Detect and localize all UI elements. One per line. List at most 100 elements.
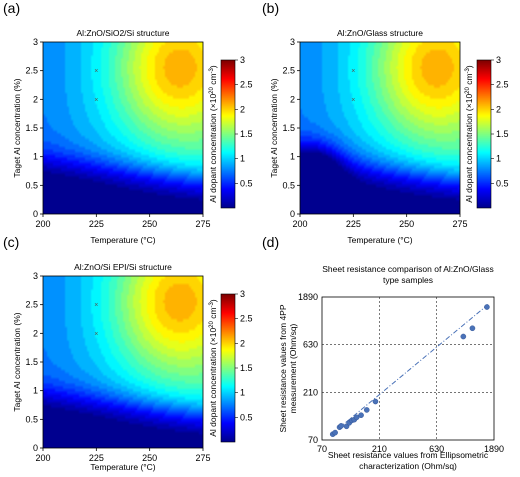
- x-tick-label: 225: [346, 219, 361, 229]
- x-axis-label: Sheet resistance values from Ellipsometr…: [328, 450, 489, 460]
- y-tick-label: 0.5: [25, 180, 38, 190]
- data-point: [363, 407, 370, 413]
- panel-label: (c): [3, 234, 19, 250]
- y-tick-label: 630: [303, 340, 318, 350]
- x-tick-label: 225: [89, 219, 104, 229]
- panel-label: (a): [3, 0, 20, 16]
- heatmap-panel: × × 200 225 250 275 0 0.5 1 1.5 2 2.5 3 Al:ZnO/Glass …: [269, 28, 509, 245]
- y-tick-label: 1.5: [25, 123, 38, 133]
- colorbar: [477, 60, 491, 208]
- colorbar-tick-label: 1: [496, 154, 501, 164]
- data-point: [353, 414, 360, 421]
- heatmap-panel: × × 200 225 250 275 0 0.5 1 1.5 2 2.5 3 Al:ZnO/Si EPI…: [12, 262, 253, 472]
- colorbar-tick-label: 1: [240, 154, 245, 164]
- y-tick-label: 1.5: [25, 357, 38, 367]
- colorbar-label: Al dopant concentration (×1020 cm-3): [208, 65, 218, 203]
- colorbar-tick-label: 2: [240, 104, 245, 114]
- y-tick-label: 0.5: [282, 180, 295, 190]
- colorbar-label: Al dopant concentration (×1020 cm-3): [464, 65, 474, 203]
- y-tick-label: 1: [33, 386, 38, 396]
- heatmap-panel: × × 200 225 250 275 0 0.5 1 1.5 2 2.5 3 Al:ZnO/SiO2/S…: [12, 28, 253, 245]
- y-tick-label: 2.5: [25, 66, 38, 76]
- y-axis-label-line2: measurement (Ohm/sq): [288, 323, 298, 413]
- data-point: [460, 333, 467, 340]
- x-tick-label: 250: [399, 219, 414, 229]
- colorbar-tick-label: 2.5: [240, 80, 253, 90]
- colorbar-label-text: Al dopant concentration (×10: [464, 94, 474, 203]
- x-axis-label: Temperature (°C): [347, 235, 412, 245]
- y-tick-label: 2.5: [282, 66, 295, 76]
- colorbar-tick-label: 1.5: [240, 363, 253, 373]
- sample-marker: ×: [94, 68, 98, 75]
- colorbar-tick-label: 0.5: [240, 412, 253, 422]
- data-point: [332, 429, 338, 436]
- colorbar-label-unit-exp: -3: [465, 67, 471, 73]
- colorbar-tick-label: 3: [240, 55, 245, 65]
- y-tick-label: 2: [290, 94, 295, 104]
- x-tick-label: 200: [292, 219, 307, 229]
- colorbar-tick-label: 1.5: [496, 129, 509, 139]
- y-tick-label: 0: [33, 443, 38, 453]
- colorbar-label-unit: cm: [464, 73, 474, 87]
- colorbar-label-text: Al dopant concentration (×10: [208, 328, 218, 437]
- chart-title-line2: type samples: [383, 275, 433, 285]
- x-tick-label: 200: [35, 219, 50, 229]
- colorbar-label-unit-exp: -3: [209, 301, 215, 307]
- colorbar-tick-label: 0.5: [240, 178, 253, 188]
- colorbar-tick-label: 3: [240, 289, 245, 299]
- colorbar-label-exp: 20: [209, 320, 215, 327]
- x-axis-label-line2: characterization (Ohm/sq): [359, 461, 457, 471]
- x-tick-label: 250: [142, 219, 157, 229]
- colorbar-tick-label: 1.5: [240, 129, 253, 139]
- x-tick-label: 275: [195, 219, 210, 229]
- sample-marker: ×: [94, 302, 98, 309]
- colorbar: [221, 294, 235, 442]
- chart-title: Al:ZnO/SiO2/Si structure: [76, 28, 169, 38]
- colorbar-label-close: ): [464, 65, 474, 68]
- panel-label: (d): [262, 234, 279, 250]
- heatmap-image: [43, 276, 203, 448]
- heatmap-image: [43, 42, 203, 214]
- colorbar-tick-label: 2.5: [496, 80, 509, 90]
- sample-marker: ×: [351, 68, 355, 75]
- data-point: [338, 423, 344, 429]
- panel-label: (b): [262, 0, 279, 16]
- y-tick-label: 1890: [298, 292, 318, 302]
- plot-frame: [321, 296, 495, 441]
- x-tick-label: 275: [195, 453, 210, 463]
- colorbar: [221, 60, 235, 208]
- y-tick-label: 0.5: [25, 414, 38, 424]
- x-axis-label: Temperature (°C): [90, 462, 155, 472]
- y-axis-label: Taget Al concentration (%): [269, 78, 279, 177]
- y-tick-label: 3: [33, 271, 38, 281]
- colorbar-tick-label: 0.5: [496, 178, 509, 188]
- colorbar-label-unit: cm: [208, 73, 218, 87]
- y-axis-label: Sheet resistance values from 4PP: [278, 304, 288, 432]
- y-tick-label: 2.5: [25, 300, 38, 310]
- colorbar-label-close: ): [208, 65, 218, 68]
- y-tick-label: 3: [33, 37, 38, 47]
- y-tick-label: 3: [290, 37, 295, 47]
- x-tick-label: 225: [89, 453, 104, 463]
- y-tick-label: 1: [33, 152, 38, 162]
- colorbar-label-close: ): [208, 299, 218, 302]
- sample-marker: ×: [351, 97, 355, 104]
- colorbar-label-unit: cm: [208, 307, 218, 321]
- data-point: [358, 412, 364, 418]
- y-tick-label: 210: [303, 387, 318, 397]
- sample-marker: ×: [94, 331, 98, 338]
- chart-title: Al:ZnO/Glass structure: [337, 28, 423, 38]
- x-tick-label: 200: [35, 453, 50, 463]
- x-tick-label: 630: [429, 444, 444, 454]
- colorbar-label: Al dopant concentration (×1020 cm-3): [208, 299, 218, 437]
- chart-title: Al:ZnO/Si EPI/Si structure: [74, 262, 172, 272]
- colorbar-tick-label: 2.5: [240, 314, 253, 324]
- x-tick-label: 250: [142, 453, 157, 463]
- colorbar-tick-label: 2: [496, 104, 501, 114]
- data-point: [372, 398, 379, 405]
- x-tick-label: 275: [452, 219, 467, 229]
- y-tick-label: 2: [33, 328, 38, 338]
- colorbar-tick-label: 2: [240, 338, 245, 348]
